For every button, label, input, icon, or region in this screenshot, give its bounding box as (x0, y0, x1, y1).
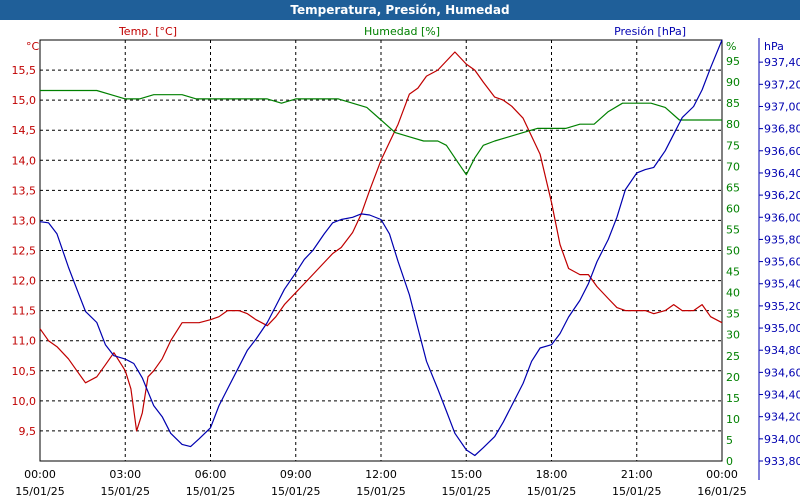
temp-series-line (39, 51, 723, 432)
hum-tick-label: 70 (726, 160, 740, 173)
x-tick-date: 15/01/25 (186, 485, 235, 498)
hum-tick-label: 40 (726, 287, 740, 300)
pres-tick-label: 934,40 (764, 389, 800, 402)
hum-tick-label: 55 (726, 223, 740, 236)
hum-tick-label: 80 (726, 118, 740, 131)
hum-tick-label: 25 (726, 350, 740, 363)
temp-tick-label: 11,0 (12, 335, 37, 348)
pres-tick-label: 936,40 (764, 167, 800, 180)
legend-temp: Temp. [°C] (118, 25, 177, 38)
pres-tick-label: 934,00 (764, 433, 800, 446)
x-tick-label: 00:00 (24, 468, 56, 481)
hum-tick-label: 50 (726, 245, 740, 258)
pres-tick-label: 936,20 (764, 189, 800, 202)
pres-tick-label: 937,00 (764, 100, 800, 113)
x-tick-date: 15/01/25 (271, 485, 320, 498)
pres-unit: hPa (764, 40, 784, 53)
x-tick-label: 00:00 (706, 468, 738, 481)
pres-tick-label: 936,60 (764, 145, 800, 158)
hum-tick-label: 35 (726, 308, 740, 321)
temp-tick-label: 10,5 (12, 365, 37, 378)
temp-tick-label: 11,5 (12, 305, 37, 318)
x-tick-date: 16/01/25 (697, 485, 746, 498)
hum-tick-label: 65 (726, 181, 740, 194)
temp-tick-label: 12,5 (12, 245, 37, 258)
hum-tick-label: 30 (726, 329, 740, 342)
temp-unit: °C (26, 40, 40, 53)
pres-tick-label: 937,40 (764, 56, 800, 69)
pres-tick-label: 936,80 (764, 123, 800, 136)
x-tick-date: 15/01/25 (527, 485, 576, 498)
temp-tick-label: 10,0 (12, 395, 37, 408)
x-tick-label: 03:00 (109, 468, 141, 481)
hum-tick-label: 75 (726, 139, 740, 152)
hum-unit: % (726, 40, 736, 53)
x-tick-label: 12:00 (365, 468, 397, 481)
hum-tick-label: 90 (726, 76, 740, 89)
x-tick-label: 15:00 (450, 468, 482, 481)
x-tick-date: 15/01/25 (15, 485, 64, 498)
pres-tick-label: 935,40 (764, 278, 800, 291)
x-tick-label: 18:00 (536, 468, 568, 481)
pres-tick-label: 935,20 (764, 300, 800, 313)
pres-tick-label: 933,80 (764, 455, 800, 468)
legend-pres: Presión [hPa] (614, 25, 686, 38)
hum-tick-label: 0 (726, 455, 733, 468)
hum-tick-label: 45 (726, 266, 740, 279)
pres-tick-label: 934,20 (764, 411, 800, 424)
legend-hum: Humedad [%] (364, 25, 440, 38)
hum-tick-label: 95 (726, 55, 740, 68)
window-title: Temperatura, Presión, Humedad (0, 0, 800, 20)
hum-tick-label: 10 (726, 413, 740, 426)
x-tick-date: 15/01/25 (442, 485, 491, 498)
pres-tick-label: 934,60 (764, 366, 800, 379)
pres-tick-label: 934,80 (764, 344, 800, 357)
temp-tick-label: 9,5 (19, 425, 37, 438)
hum-tick-label: 15 (726, 392, 740, 405)
hum-tick-label: 5 (726, 434, 733, 447)
pres-tick-label: 936,00 (764, 211, 800, 224)
temp-tick-label: 13,5 (12, 184, 37, 197)
temp-tick-label: 14,5 (12, 124, 37, 137)
x-tick-label: 09:00 (280, 468, 312, 481)
hum-tick-label: 20 (726, 371, 740, 384)
temp-tick-label: 14,0 (12, 154, 37, 167)
temp-tick-label: 12,0 (12, 275, 37, 288)
x-tick-label: 21:00 (621, 468, 653, 481)
hum-tick-label: 60 (726, 202, 740, 215)
x-tick-date: 15/01/25 (356, 485, 405, 498)
pressure-series-line (39, 39, 723, 457)
pres-tick-label: 935,00 (764, 322, 800, 335)
x-tick-date: 15/01/25 (101, 485, 150, 498)
x-tick-label: 06:00 (195, 468, 227, 481)
pres-tick-label: 937,20 (764, 78, 800, 91)
hum-tick-label: 85 (726, 97, 740, 110)
chart: 00:00 15/01/25 03:00 15/01/25 06:00 15/01/25 0… (12, 25, 800, 498)
pres-tick-label: 935,80 (764, 233, 800, 246)
x-tick-date: 15/01/25 (612, 485, 661, 498)
temp-tick-label: 13,0 (12, 214, 37, 227)
humidity-series-line (40, 89, 722, 176)
temp-tick-label: 15,5 (12, 64, 37, 77)
pres-tick-label: 935,60 (764, 256, 800, 269)
temp-tick-label: 15,0 (12, 94, 37, 107)
